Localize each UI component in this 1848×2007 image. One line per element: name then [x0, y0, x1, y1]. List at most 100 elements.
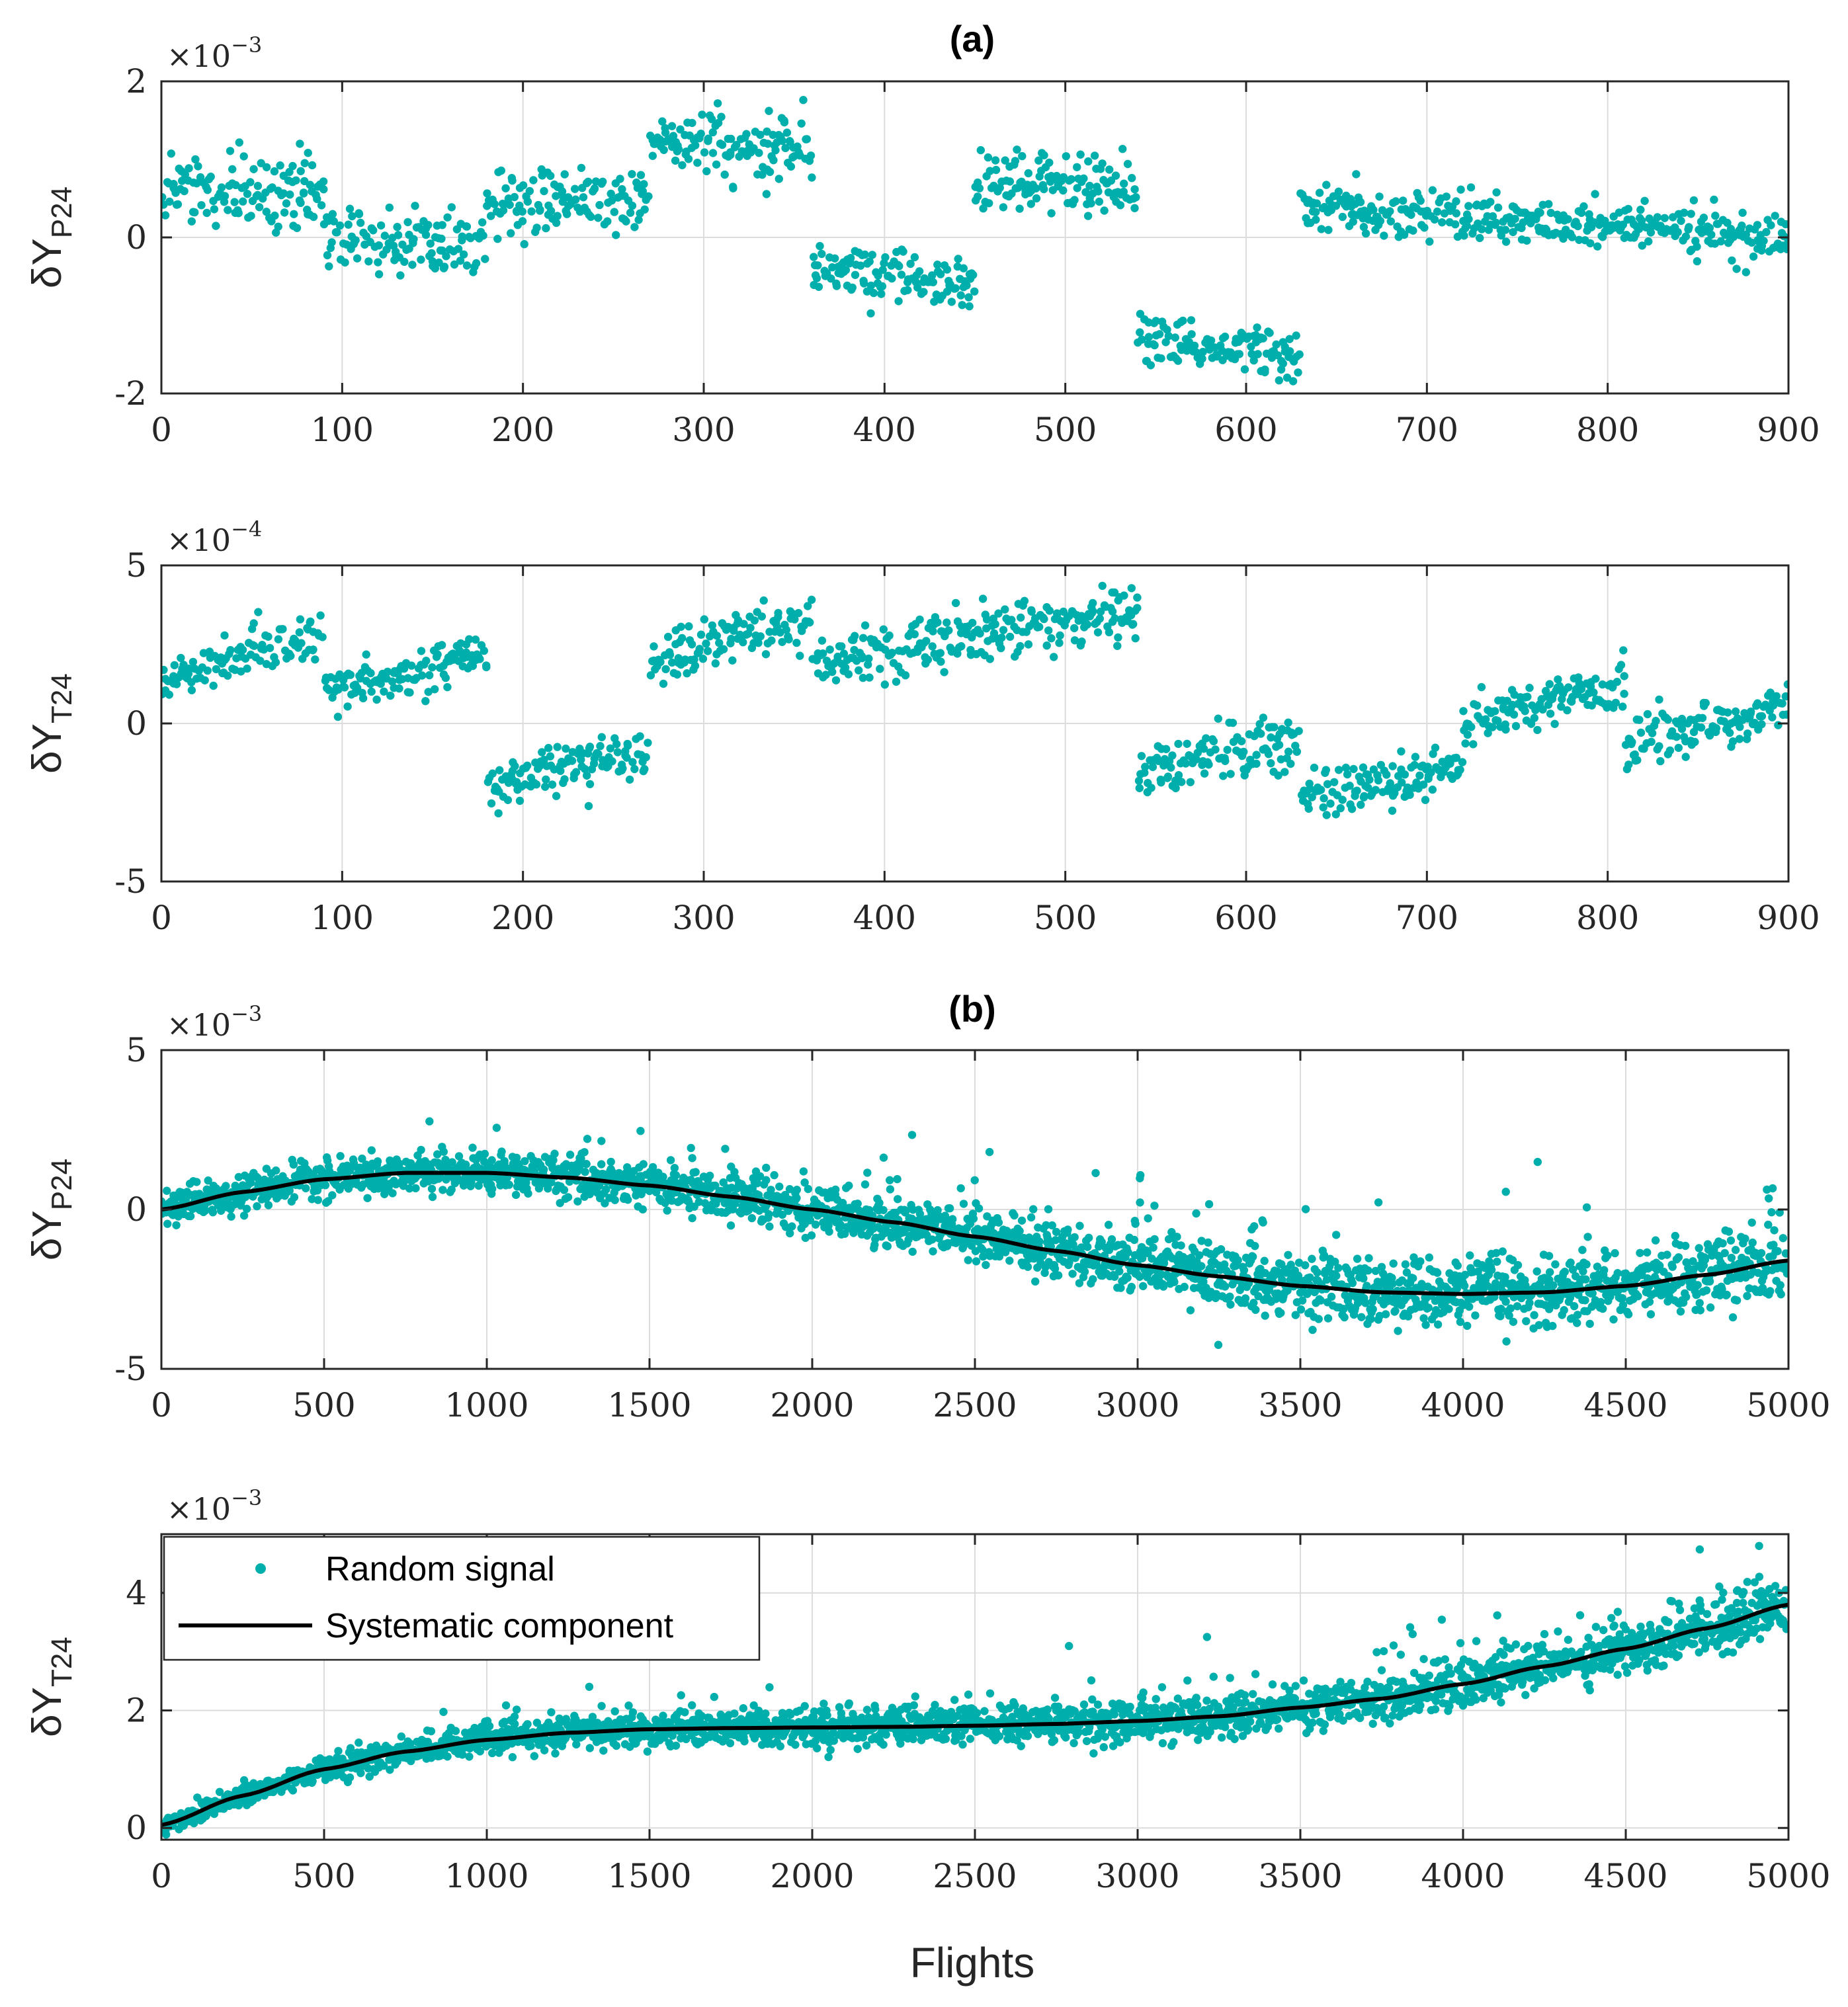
- data-point: [282, 199, 291, 208]
- data-point: [948, 1215, 957, 1223]
- data-point: [447, 1185, 456, 1194]
- data-point: [1308, 1254, 1316, 1263]
- data-point: [1506, 1304, 1515, 1313]
- data-point: [1415, 771, 1424, 780]
- data-point: [1005, 632, 1015, 641]
- data-point: [1132, 193, 1140, 202]
- data-point: [1693, 1281, 1702, 1290]
- data-point: [1698, 714, 1707, 723]
- data-point: [634, 216, 643, 224]
- data-point: [1743, 1291, 1751, 1301]
- data-point: [892, 677, 901, 686]
- data-point: [1492, 188, 1501, 197]
- data-point: [947, 298, 956, 306]
- data-point: [571, 195, 580, 204]
- data-point: [828, 263, 837, 272]
- data-point: [1239, 1266, 1249, 1275]
- data-point: [1523, 692, 1532, 701]
- data-point: [623, 1163, 632, 1172]
- data-point: [1496, 1312, 1505, 1321]
- data-point: [1286, 347, 1294, 356]
- data-point: [894, 1195, 902, 1204]
- data-point: [505, 1180, 513, 1189]
- data-point: [278, 625, 287, 634]
- data-point: [1655, 742, 1663, 751]
- data-point: [1077, 637, 1086, 646]
- data-point: [718, 140, 727, 149]
- data-point: [505, 200, 514, 209]
- data-point: [1770, 1226, 1779, 1235]
- data-point: [880, 680, 890, 689]
- data-point: [549, 1156, 558, 1165]
- data-point: [395, 684, 403, 693]
- data-point: [1546, 1268, 1554, 1277]
- data-point: [1326, 799, 1335, 808]
- data-point: [702, 639, 710, 648]
- data-point: [431, 685, 439, 694]
- data-point: [622, 753, 631, 762]
- data-point: [1252, 759, 1261, 768]
- data-point: [212, 222, 220, 230]
- chart-a-p24: 0 100 200 300 400 500 600 700 800 900-202×10−3δYP…: [24, 32, 1820, 449]
- data-point: [1089, 1275, 1097, 1284]
- data-point: [548, 780, 557, 789]
- data-point: [846, 254, 855, 263]
- data-point: [919, 288, 928, 296]
- data-point: [346, 671, 355, 679]
- data-point: [217, 183, 226, 192]
- data-point: [594, 214, 603, 222]
- data-point: [1776, 1281, 1785, 1290]
- data-point: [409, 239, 417, 247]
- data-point: [1359, 223, 1368, 231]
- data-point: [1599, 1304, 1607, 1313]
- data-point: [443, 682, 452, 692]
- data-point: [1369, 206, 1378, 214]
- data-point: [532, 224, 541, 232]
- data-point: [1040, 151, 1048, 159]
- data-point: [661, 124, 669, 132]
- data-point: [292, 176, 300, 184]
- data-point: [1753, 699, 1762, 708]
- data-point: [1016, 641, 1025, 651]
- data-point: [720, 170, 729, 179]
- data-point: [450, 260, 459, 269]
- data-point: [1578, 1246, 1587, 1254]
- data-point: [982, 1260, 990, 1270]
- data-point: [888, 649, 897, 657]
- data-point: [1556, 1293, 1564, 1302]
- data-point: [1773, 1247, 1782, 1256]
- data-point: [1452, 1284, 1461, 1293]
- data-point: [1070, 1233, 1079, 1242]
- data-point: [1338, 796, 1347, 804]
- data-point: [1032, 184, 1040, 193]
- data-point: [1409, 1253, 1418, 1262]
- data-point: [628, 758, 637, 766]
- data-point: [1531, 706, 1540, 715]
- data-point: [309, 212, 318, 222]
- data-point: [1538, 705, 1547, 714]
- data-point: [1677, 725, 1687, 733]
- data-point: [1505, 1311, 1513, 1320]
- data-point: [550, 765, 559, 774]
- data-point: [750, 616, 759, 625]
- data-point: [1249, 356, 1258, 365]
- data-point: [508, 176, 517, 185]
- data-point: [1024, 640, 1033, 649]
- data-point: [888, 274, 896, 283]
- data-point: [1397, 747, 1406, 756]
- data-point: [474, 1153, 483, 1161]
- data-point: [1219, 772, 1228, 780]
- data-point: [1761, 700, 1770, 709]
- data-point: [1168, 751, 1177, 760]
- data-point: [172, 1221, 181, 1230]
- data-point: [433, 1150, 442, 1159]
- data-point: [327, 238, 336, 247]
- data-point: [1676, 1307, 1685, 1316]
- chart-b-p24: 0 500 1000 1500 2000 2500 3000 3500 4000 4500 5000…: [24, 1001, 1831, 1424]
- data-point: [1663, 1250, 1671, 1259]
- data-point: [1636, 206, 1645, 214]
- data-point: [1640, 196, 1649, 205]
- data-point: [493, 235, 502, 243]
- data-point: [1718, 1285, 1726, 1293]
- data-point: [644, 192, 653, 201]
